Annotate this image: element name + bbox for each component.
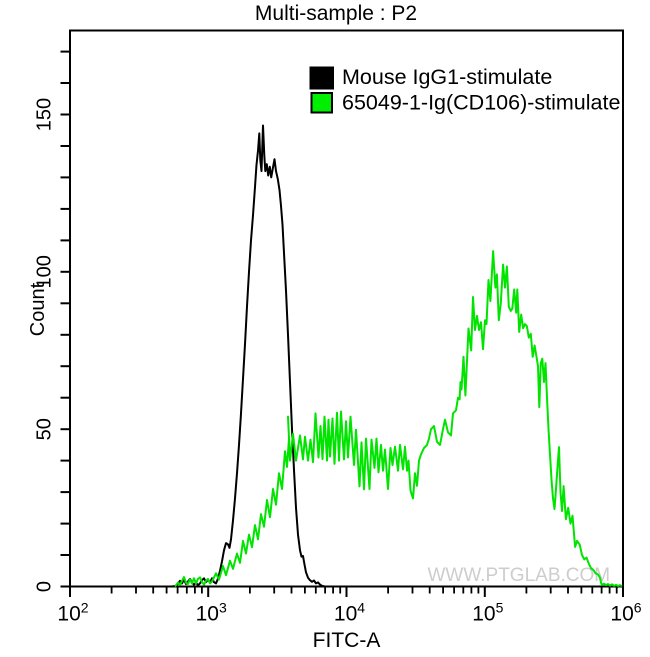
svg-text:Mouse IgG1-stimulate: Mouse IgG1-stimulate xyxy=(342,65,552,89)
svg-text:50: 50 xyxy=(34,418,56,440)
svg-text:65049-1-Ig(CD106)-stimulate: 65049-1-Ig(CD106)-stimulate xyxy=(342,91,620,115)
svg-text:0: 0 xyxy=(34,581,56,592)
svg-text:102: 102 xyxy=(57,600,88,626)
svg-text:Multi-sample : P2: Multi-sample : P2 xyxy=(255,2,417,25)
svg-text:150: 150 xyxy=(34,98,56,131)
svg-text:WWW.PTGLAB.COM: WWW.PTGLAB.COM xyxy=(428,565,611,586)
svg-text:FITC-A: FITC-A xyxy=(313,629,381,652)
svg-text:100: 100 xyxy=(34,255,56,288)
svg-text:Count: Count xyxy=(27,282,49,336)
